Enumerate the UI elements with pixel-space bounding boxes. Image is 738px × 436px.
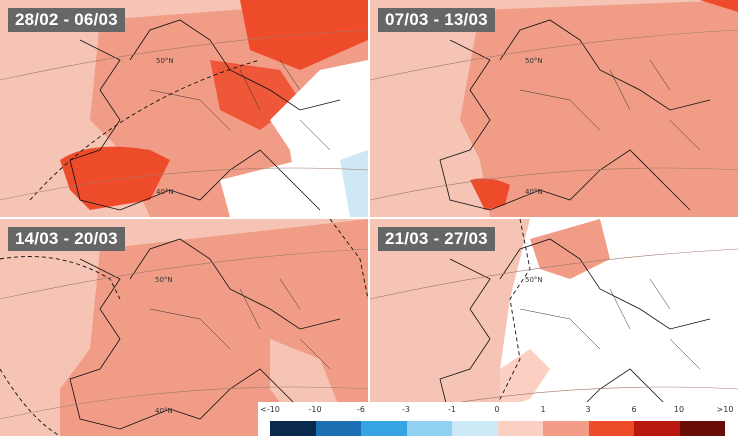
latitude-label-50n: 50°N — [525, 57, 543, 65]
map-panel-week-1: 50°N 40°N 28/02 - 06/03 — [0, 0, 368, 217]
color-scale-legend: <-10 -10 -6 -3 -1 0 1 3 6 10 >10 — [258, 402, 738, 436]
legend-tick: >10 — [716, 405, 734, 414]
date-range-label: 21/03 - 27/03 — [378, 227, 495, 251]
date-range-label: 28/02 - 06/03 — [8, 8, 125, 32]
map-panel-week-3: 50°N 40°N 14/03 - 20/03 — [0, 219, 368, 436]
legend-tick: 6 — [631, 405, 637, 414]
legend-tick: 1 — [540, 405, 546, 414]
anomaly-map — [370, 0, 738, 217]
legend-swatch — [315, 421, 361, 436]
date-range-label: 14/03 - 20/03 — [8, 227, 125, 251]
legend-tick: -6 — [357, 405, 365, 414]
legend-swatch — [452, 421, 498, 436]
anomaly-map — [0, 219, 368, 436]
panel-divider-horizontal — [0, 217, 738, 219]
legend-swatch — [361, 421, 407, 436]
latitude-label-50n: 50°N — [525, 276, 543, 284]
map-panel-week-2: 50°N 40°N 07/03 - 13/03 — [370, 0, 738, 217]
legend-swatch — [543, 421, 589, 436]
latitude-label-50n: 50°N — [155, 276, 173, 284]
legend-tick: 0 — [494, 405, 500, 414]
legend-tick: -1 — [448, 405, 456, 414]
legend-tick: 10 — [673, 405, 685, 414]
legend-tick: -3 — [402, 405, 410, 414]
legend-tick: <-10 — [260, 405, 280, 414]
map-panel-week-4: 50°N 21/03 - 27/03 — [370, 219, 738, 436]
anomaly-map — [0, 0, 368, 217]
date-range-label: 07/03 - 13/03 — [378, 8, 495, 32]
latitude-label-40n: 40°N — [156, 188, 174, 196]
legend-swatch — [588, 421, 634, 436]
legend-swatch — [634, 421, 680, 436]
legend-swatch — [270, 421, 316, 436]
legend-color-bar — [270, 421, 725, 436]
latitude-label-40n: 40°N — [525, 188, 543, 196]
legend-swatch — [497, 421, 543, 436]
latitude-label-40n: 40°N — [155, 407, 173, 415]
legend-tick: 3 — [585, 405, 591, 414]
legend-tick: -10 — [308, 405, 322, 414]
legend-swatch — [679, 421, 725, 436]
legend-swatch — [406, 421, 452, 436]
latitude-label-50n: 50°N — [156, 57, 174, 65]
legend-tick-labels: <-10 -10 -6 -3 -1 0 1 3 6 10 >10 — [258, 405, 738, 417]
anomaly-map — [370, 219, 738, 436]
